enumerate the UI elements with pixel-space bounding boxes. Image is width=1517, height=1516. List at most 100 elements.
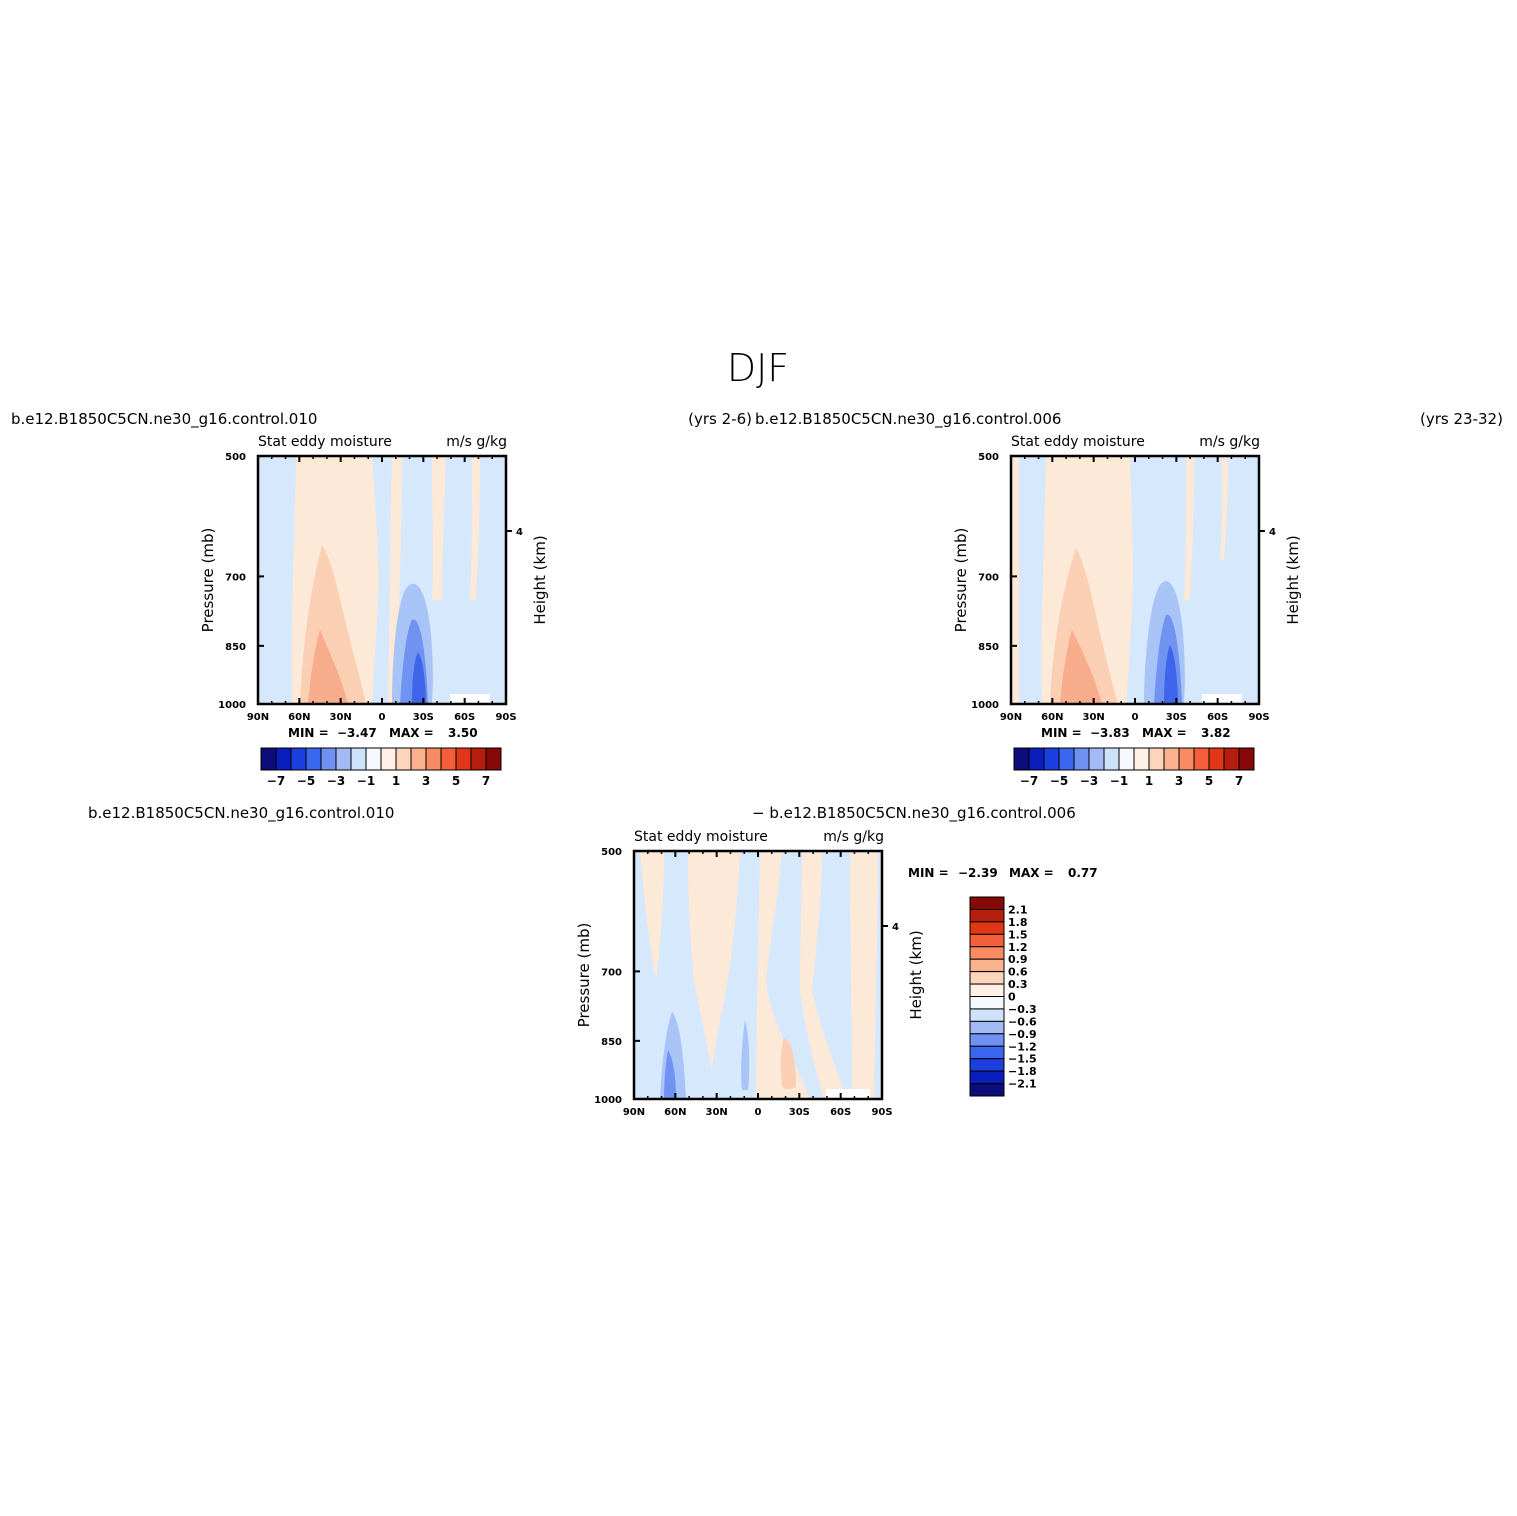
colorbar-swatch	[969, 983, 1005, 997]
colorbar-swatch	[969, 896, 1005, 910]
panel-control-006: b.e12.B1850C5CN.ne30_g16.control.006 (yr…	[755, 410, 1503, 788]
colorbar-swatch	[1118, 747, 1135, 771]
panel2-negative-inner	[1164, 645, 1178, 704]
x-tick-label: 30S	[789, 1107, 810, 1118]
panel1-min-value: −3.47	[337, 726, 377, 740]
panel3-min-value: −2.39	[958, 866, 998, 880]
panel3-positive-strip-a	[640, 851, 664, 980]
panel2-title-right: m/s g/kg	[1199, 434, 1260, 450]
colorbar-label: 2.1	[1008, 903, 1028, 916]
colorbar-label: −3	[1080, 774, 1098, 788]
x-tick-label: 60N	[664, 1107, 686, 1118]
colorbar-swatch	[1103, 747, 1120, 771]
colorbar-swatch	[969, 1083, 1005, 1097]
panel1-title-right: m/s g/kg	[446, 434, 507, 450]
colorbar-swatch	[1208, 747, 1225, 771]
panel3-max-value: 0.77	[1068, 866, 1098, 880]
colorbar-label: −7	[1020, 774, 1038, 788]
colorbar-label: −0.9	[1008, 1028, 1037, 1041]
colorbar-label: −1.8	[1008, 1065, 1037, 1078]
colorbar-label: −1.2	[1008, 1040, 1037, 1053]
colorbar-label: 1	[1145, 774, 1153, 788]
panel2-ylabel-right: Height (km)	[1284, 535, 1302, 624]
colorbar-swatch	[425, 747, 442, 771]
panel1-colorbar: −7 −5 −3 −1 1 3 5 7	[260, 747, 502, 788]
panel1-positive-inner	[308, 630, 348, 704]
x-tick-label: 30N	[330, 712, 352, 723]
panel3-contour-field	[634, 851, 882, 1099]
y-tick-label: 700	[601, 967, 622, 978]
colorbar-label: −7	[267, 774, 285, 788]
colorbar-label: 5	[452, 774, 460, 788]
y-right-tick-label: 4	[892, 922, 899, 933]
colorbar-swatch	[1238, 747, 1255, 771]
colorbar-label: 3	[1175, 774, 1183, 788]
x-tick-label: 90N	[1000, 712, 1022, 723]
x-tick-label: 0	[755, 1107, 762, 1118]
x-tick-label: 60S	[454, 712, 475, 723]
colorbar-label: 3	[422, 774, 430, 788]
panel2-title-left: Stat eddy moisture	[1011, 434, 1145, 450]
colorbar-label: −1	[1110, 774, 1128, 788]
x-tick-label: 30N	[706, 1107, 728, 1118]
colorbar-swatch	[969, 921, 1005, 935]
colorbar-label: −3	[327, 774, 345, 788]
colorbar-swatch	[969, 1020, 1005, 1035]
colorbar-label: 1.8	[1008, 916, 1028, 929]
colorbar-swatch	[350, 747, 367, 771]
y-tick-label: 500	[601, 847, 622, 858]
panel3-positive-strip-e	[850, 851, 878, 1099]
colorbar-swatch	[969, 971, 1005, 985]
colorbar-swatch	[290, 747, 307, 771]
x-tick-label: 60S	[1207, 712, 1228, 723]
colorbar-swatch	[969, 1058, 1005, 1072]
panel1-case-label: b.e12.B1850C5CN.ne30_g16.control.010	[11, 410, 317, 429]
colorbar-swatch	[1223, 747, 1240, 771]
panel2-x-ticks: 90N 60N 30N 0 30S 60S 90S	[1000, 456, 1270, 723]
colorbar-swatch	[969, 933, 1005, 948]
colorbar-label: 1	[392, 774, 400, 788]
y-tick-label: 700	[978, 572, 999, 583]
panel3-max-label: MAX =	[1009, 866, 1054, 880]
colorbar-swatch	[969, 1045, 1005, 1060]
colorbar-label: 1.5	[1008, 928, 1028, 941]
x-tick-label: 60S	[830, 1107, 851, 1118]
colorbar-swatch	[485, 747, 502, 771]
panel1-max-label: MAX =	[389, 726, 434, 740]
y-tick-label: 500	[978, 452, 999, 463]
panel3-ylabel: Pressure (mb)	[575, 923, 593, 1028]
colorbar-swatch	[969, 908, 1005, 923]
panel2-y-ticks: 500 700 850 1000 4	[971, 452, 1276, 711]
panel1-white-patch	[450, 694, 490, 704]
panel3-positive-strip-b	[688, 851, 740, 1070]
colorbar-label: −5	[297, 774, 315, 788]
colorbar-label: 0.6	[1008, 966, 1028, 979]
panel2-np-positive-strip	[1011, 456, 1019, 704]
colorbar-label: 0.3	[1008, 978, 1028, 991]
colorbar-swatch	[969, 1070, 1005, 1085]
colorbar-swatch	[1088, 747, 1105, 771]
panel3-ylabel-right: Height (km)	[907, 930, 925, 1019]
panel1-sh-positive-strip2	[470, 456, 480, 600]
colorbar-swatch	[969, 958, 1005, 973]
panel3-case-label-2: − b.e12.B1850C5CN.ne30_g16.control.006	[752, 804, 1076, 823]
x-tick-label: 30N	[1083, 712, 1105, 723]
x-tick-label: 90S	[495, 712, 516, 723]
panel1-x-ticks: 90N 60N 30N 0 30S 60S 90S	[247, 456, 517, 723]
x-tick-label: 60N	[1041, 712, 1063, 723]
panel1-title-left: Stat eddy moisture	[258, 434, 392, 450]
colorbar-label: −5	[1050, 774, 1068, 788]
x-tick-label: 60N	[288, 712, 310, 723]
colorbar-swatch	[969, 946, 1005, 960]
x-tick-label: 0	[1132, 712, 1139, 723]
colorbar-swatch	[260, 747, 277, 771]
panel1-max-value: 3.50	[448, 726, 478, 740]
panel3-y-ticks: 500 700 850 1000 4	[594, 847, 899, 1106]
panel-control-010: b.e12.B1850C5CN.ne30_g16.control.010 (yr…	[11, 410, 752, 788]
colorbar-swatch	[335, 747, 352, 771]
panel3-negative-strip	[741, 1020, 750, 1090]
colorbar-swatch	[1058, 747, 1075, 771]
x-tick-label: 90S	[871, 1107, 892, 1118]
colorbar-swatch	[1148, 747, 1165, 771]
